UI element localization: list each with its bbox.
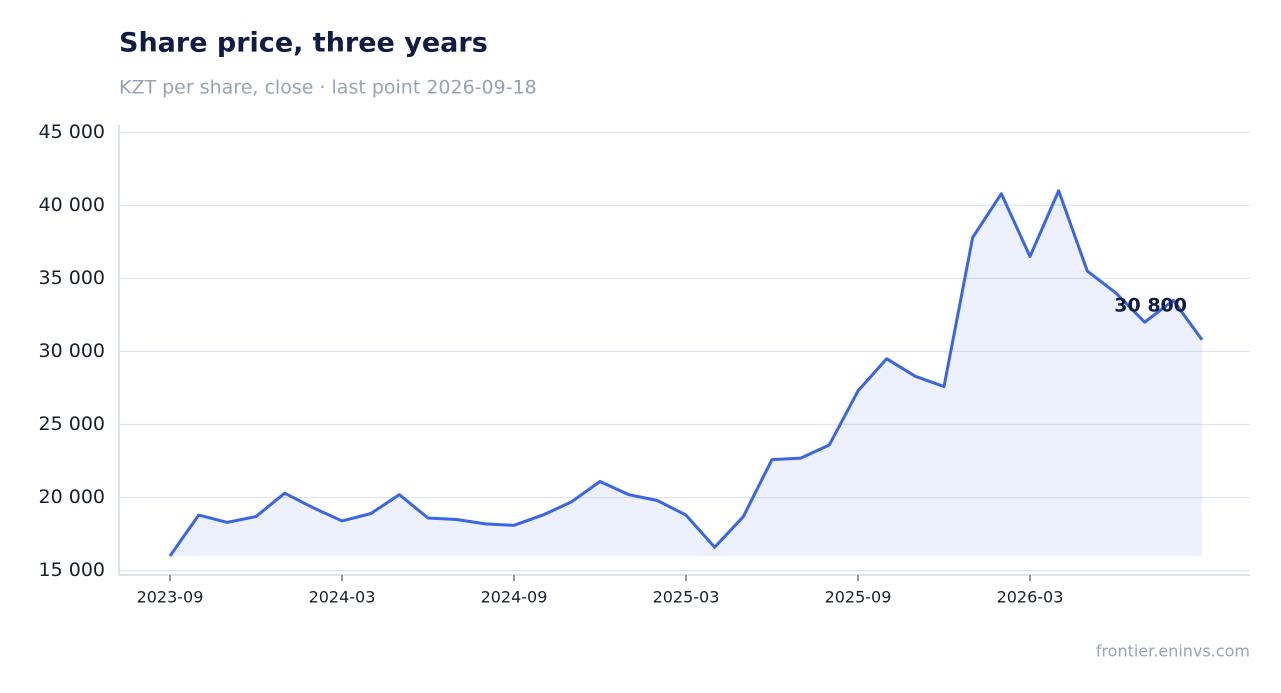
y-tick-label: 20 000 (39, 486, 105, 508)
x-tick-label: 2026-03 (997, 588, 1064, 607)
line (168, 189, 1204, 557)
x-tick-label: 2023-09 (137, 588, 204, 607)
y-tick-label: 30 000 (39, 340, 105, 362)
x-tick-label: 2025-09 (825, 588, 892, 607)
y-tick-label: 35 000 (39, 267, 105, 289)
source: frontier.eninvs.com (1096, 642, 1250, 661)
x-tick-label: 2025-03 (653, 588, 720, 607)
x-tick-label: 2024-03 (309, 588, 376, 607)
y-tick-label: 40 000 (39, 194, 105, 216)
y-tick-label: 25 000 (39, 413, 105, 435)
chart-title: Share price, three years (119, 28, 488, 59)
x-tick-label: 2024-09 (481, 588, 548, 607)
y-tick-label: 45 000 (39, 121, 105, 143)
value-label: 30 800 (1114, 294, 1187, 316)
chart-subtitle: KZT per share, close · last point 2026-0… (119, 77, 537, 99)
area (170, 190, 1202, 557)
y-tick-label: 15 000 (39, 559, 105, 581)
